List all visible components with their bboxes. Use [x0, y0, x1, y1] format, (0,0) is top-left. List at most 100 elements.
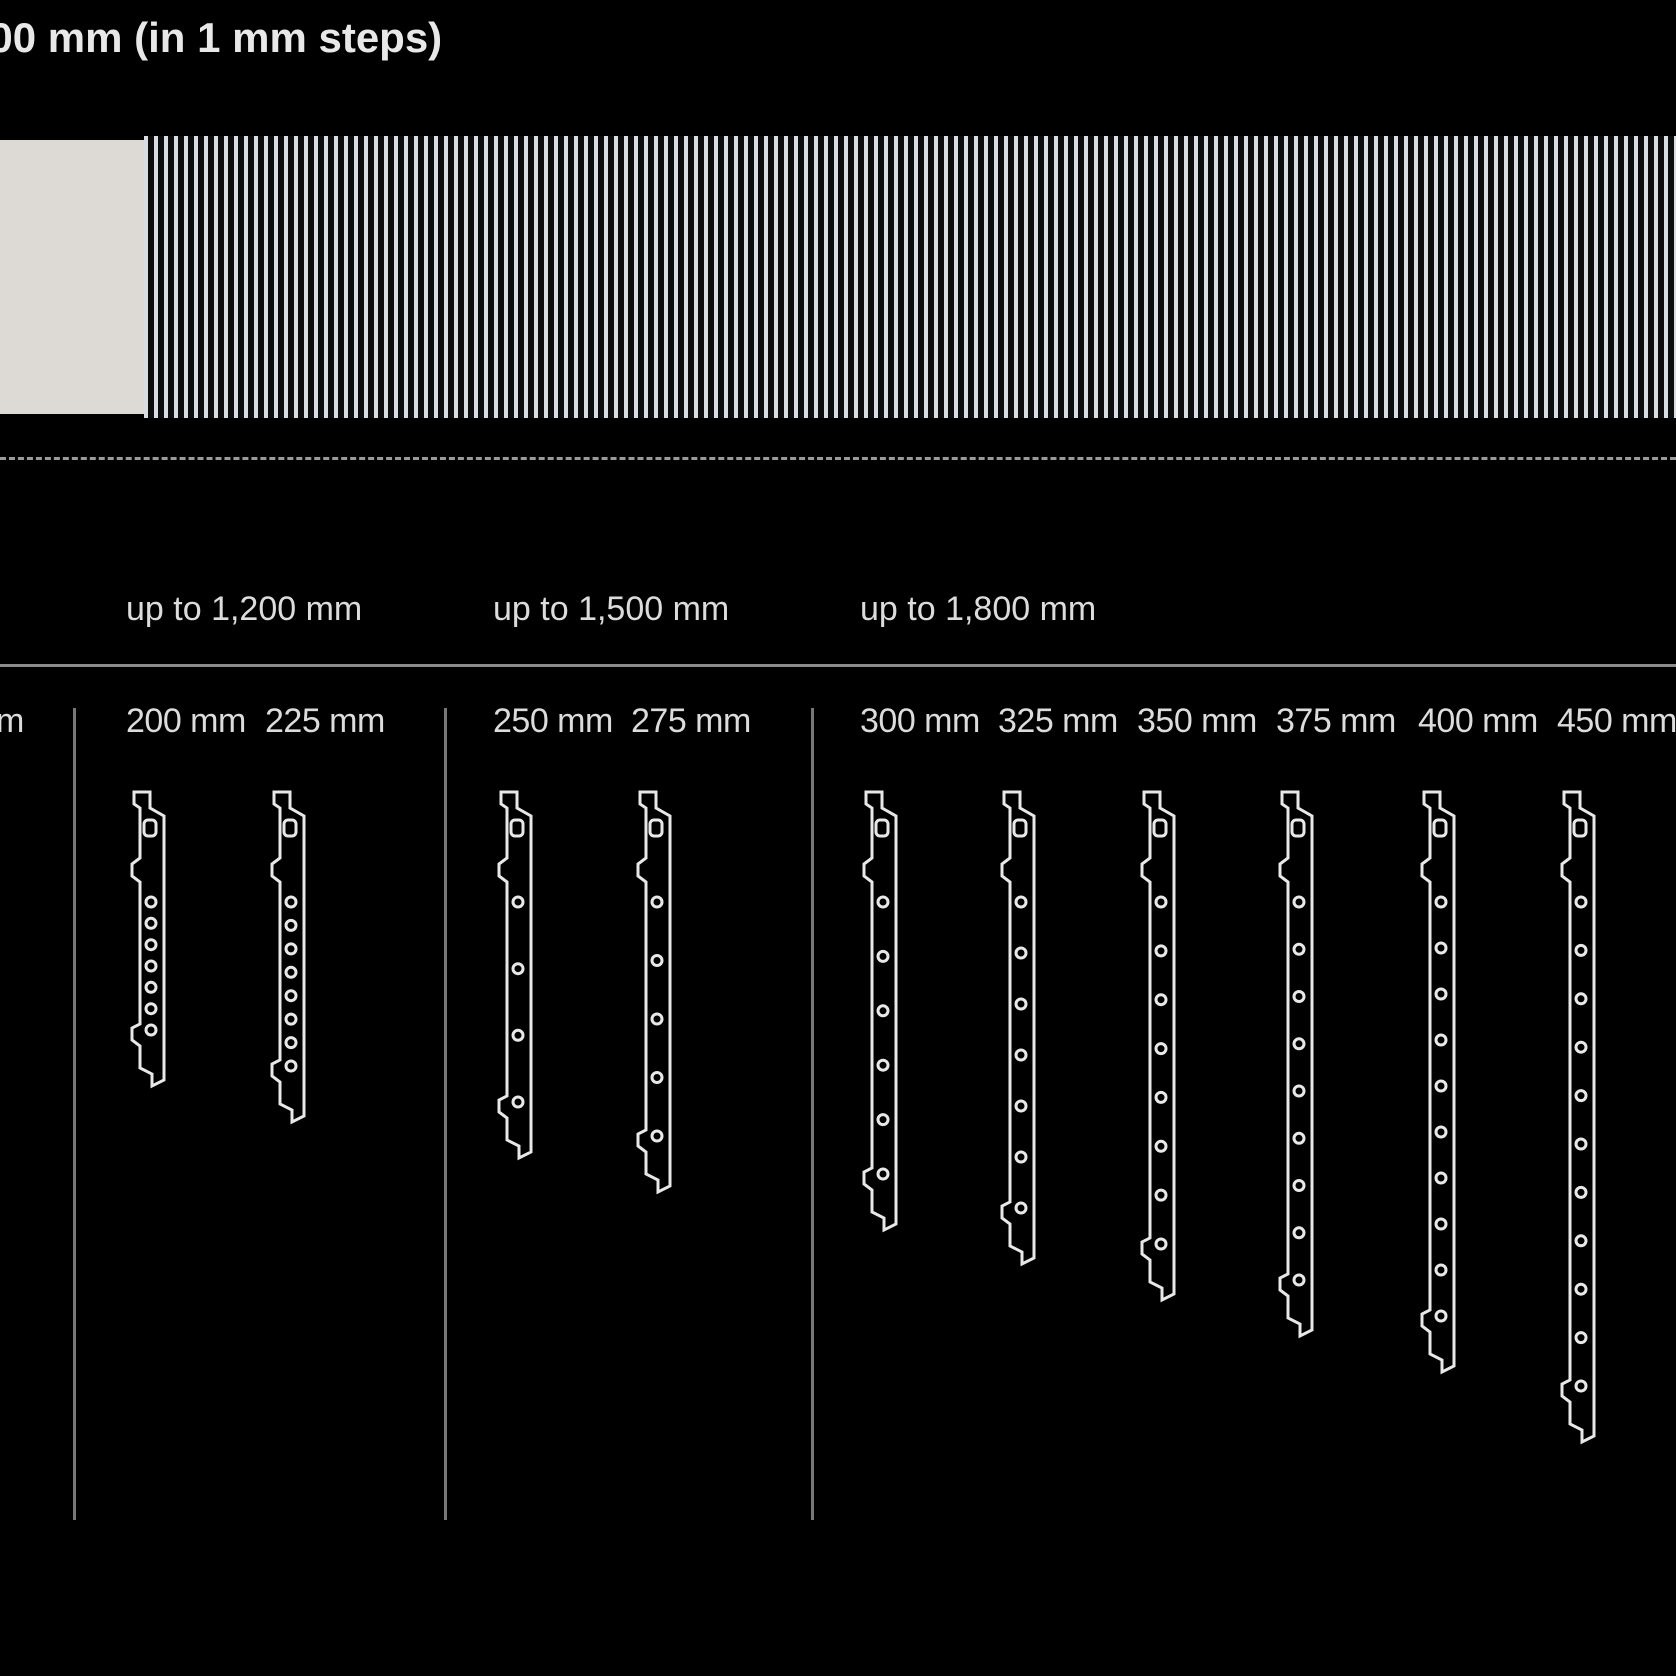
profile-hole: [876, 1004, 890, 1018]
profile-hole: [284, 1036, 298, 1050]
profile-outline: [636, 790, 672, 1195]
profile-hole: [284, 942, 298, 956]
profile-outline: [130, 790, 166, 1089]
profile-hole: [1014, 895, 1028, 909]
profile-hole: [876, 895, 890, 909]
profile-hole: [511, 1028, 525, 1042]
group-label-1500: up to 1,500 mm: [493, 590, 730, 628]
profile-hole: [1154, 944, 1168, 958]
profile-notch: [509, 818, 525, 838]
profile-hole: [1292, 895, 1306, 909]
profile-hole: [1154, 1139, 1168, 1153]
profile-hole: [1434, 987, 1448, 1001]
profile-hole: [511, 895, 525, 909]
profile-notch: [1290, 818, 1306, 838]
size-label-275: 275 mm: [631, 702, 751, 740]
profile-notch: [282, 818, 298, 838]
profile-hole: [1014, 1099, 1028, 1113]
profile-hole: [1434, 941, 1448, 955]
profile-225-mm: [270, 790, 306, 1125]
profile-hole: [1574, 1089, 1588, 1103]
profile-hole: [144, 895, 158, 909]
profile-notch: [1572, 818, 1588, 838]
profile-hole: [876, 1113, 890, 1127]
profile-hole: [144, 938, 158, 952]
profile-hole: [1434, 1033, 1448, 1047]
profile-hole: [1014, 997, 1028, 1011]
profile-hole: [1574, 1282, 1588, 1296]
profile-hole: [144, 1002, 158, 1016]
profile-hole: [1574, 1379, 1588, 1393]
profile-hole: [1154, 1090, 1168, 1104]
size-label-325: 325 mm: [998, 702, 1118, 740]
group-divider-2: [444, 708, 447, 1520]
profile-hole: [1434, 1079, 1448, 1093]
profile-hole: [1292, 1131, 1306, 1145]
profile-hole: [1574, 1137, 1588, 1151]
profile-hole: [1574, 1185, 1588, 1199]
profile-hole: [1292, 1273, 1306, 1287]
size-label-250: 250 mm: [493, 702, 613, 740]
profile-hole: [511, 1095, 525, 1109]
profile-hole: [1574, 992, 1588, 1006]
size-label-400: 400 mm: [1418, 702, 1538, 740]
profile-200-mm: [130, 790, 166, 1089]
profile-notch: [1152, 818, 1168, 838]
profile-325-mm: [1000, 790, 1036, 1267]
profile-notch: [142, 818, 158, 838]
profile-hole: [284, 1059, 298, 1073]
profile-hole: [144, 1023, 158, 1037]
group-label-1200: up to 1,200 mm: [126, 590, 363, 628]
profile-notch: [874, 818, 890, 838]
profile-hole: [144, 959, 158, 973]
dashed-divider: [0, 457, 1676, 460]
size-label-450: 450 mm: [1557, 702, 1676, 740]
profile-hole: [1154, 993, 1168, 1007]
profile-hole: [1014, 946, 1028, 960]
profile-hole: [1574, 895, 1588, 909]
profile-hole: [284, 895, 298, 909]
size-label-200: 200 mm: [126, 702, 246, 740]
profile-hole: [1292, 990, 1306, 1003]
profile-275-mm: [636, 790, 672, 1195]
profile-hole: [1292, 942, 1306, 956]
size-label-375: 375 mm: [1276, 702, 1396, 740]
profile-outline: [1560, 790, 1596, 1445]
profile-hole: [1014, 1048, 1028, 1062]
profile-300-mm: [862, 790, 898, 1233]
profile-outline: [1420, 790, 1456, 1375]
profile-hole: [1434, 1125, 1448, 1139]
size-label-cut: m: [0, 702, 24, 740]
profile-hole: [1574, 943, 1588, 957]
profile-hole: [1574, 1234, 1588, 1248]
profile-hole: [1154, 895, 1168, 909]
profile-hole: [284, 965, 298, 979]
profile-hole: [1434, 1309, 1448, 1323]
profile-hole: [1574, 1331, 1588, 1345]
profile-outline: [862, 790, 898, 1233]
solid-panel-strip: [0, 140, 144, 414]
group-divider-1: [73, 708, 76, 1520]
profile-375-mm: [1278, 790, 1314, 1339]
profile-250-mm: [497, 790, 533, 1161]
profile-hole: [1154, 1188, 1168, 1202]
profile-hole: [1292, 1084, 1306, 1098]
profile-outline: [1000, 790, 1036, 1267]
profile-outline: [270, 790, 306, 1125]
profile-hole: [650, 1071, 664, 1084]
profile-400-mm: [1420, 790, 1456, 1375]
profile-hole: [1292, 1179, 1306, 1192]
group-label-1800: up to 1,800 mm: [860, 590, 1097, 628]
profile-hole: [144, 916, 158, 930]
profile-hole: [1292, 1037, 1306, 1051]
profile-hole: [1434, 1217, 1448, 1231]
profile-hole: [650, 1129, 664, 1143]
profile-hole: [1292, 1226, 1306, 1240]
profile-notch: [1432, 818, 1448, 838]
profile-hole: [1014, 1201, 1028, 1215]
profile-hole: [650, 895, 664, 909]
size-label-350: 350 mm: [1137, 702, 1257, 740]
profile-hole: [1574, 1040, 1588, 1054]
profile-hole: [284, 918, 298, 932]
